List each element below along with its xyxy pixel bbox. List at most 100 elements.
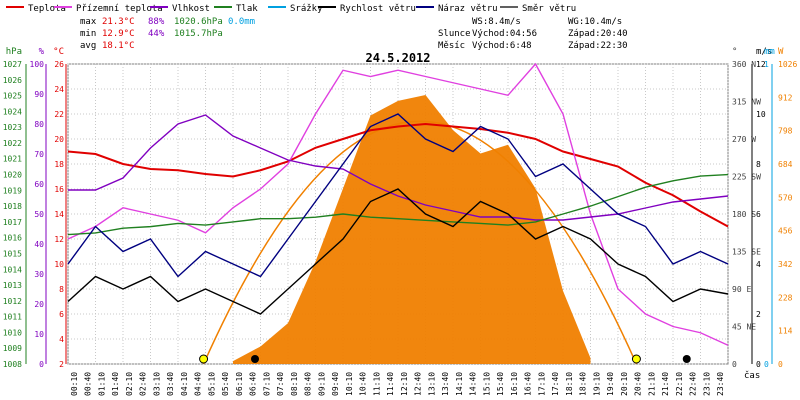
axis-hpa-tick: 1009 <box>3 344 22 353</box>
sun-curve <box>202 120 638 365</box>
stat-max-hum: 88% <box>148 17 165 27</box>
axis-hpa-tick: 1013 <box>3 281 22 290</box>
axis-watts-tick: 798 <box>778 127 793 136</box>
x-tick-label: 03:10 <box>152 372 161 396</box>
x-tick-label: 14:10 <box>455 372 464 396</box>
axis-celsius-tick: 22 <box>54 110 64 119</box>
legend-label: Náraz větru <box>438 4 498 14</box>
axis-celsius-label: °C <box>53 47 64 57</box>
x-tick-label: 18:40 <box>579 372 588 396</box>
x-tick-label: 14:40 <box>469 372 478 396</box>
x-tick-label: 00:40 <box>84 372 93 396</box>
legend-label: Vlhkost <box>172 4 210 14</box>
axis-watts-label: W <box>778 47 784 57</box>
axis-mm-label: mm <box>764 47 775 57</box>
axis-watts-tick: 912 <box>778 93 793 102</box>
x-tick-label: 07:40 <box>276 372 285 396</box>
series-wind-speed <box>67 188 729 315</box>
axis-ms-tick: 2 <box>756 310 761 319</box>
x-tick-label: 15:40 <box>496 372 505 396</box>
x-tick-label: 10:10 <box>345 372 354 396</box>
axis-hpa-tick: 1021 <box>3 155 22 164</box>
axis-hpa-tick: 1026 <box>3 76 22 85</box>
axis-celsius-tick: 24 <box>54 85 64 94</box>
axis-hpa-tick: 1010 <box>3 328 22 337</box>
axis-hpa-tick: 1016 <box>3 234 22 243</box>
axis-hpa-tick: 1025 <box>3 92 22 101</box>
axis-celsius-tick: 26 <box>54 60 64 69</box>
x-tick-label: 05:40 <box>221 372 230 396</box>
stat-min-temp: 12.9°C <box>102 29 135 39</box>
axis-hpa-tick: 1019 <box>3 186 22 195</box>
x-tick-label: 12:10 <box>400 372 409 396</box>
axis-hpa-tick: 1022 <box>3 139 22 148</box>
stat-max-label: max <box>80 17 97 27</box>
x-tick-label: 10:40 <box>359 372 368 396</box>
x-tick-label: 12:40 <box>414 372 423 396</box>
axis-hpa-tick: 1017 <box>3 218 22 227</box>
axis-watts-tick: 570 <box>778 193 793 202</box>
legend-label: Rychlost větru <box>340 4 416 14</box>
x-axis-label: čas <box>744 370 760 381</box>
axis-direction-tick: 90 E <box>732 285 751 294</box>
axis-hpa-tick: 1014 <box>3 265 22 274</box>
axis-direction-tick: 270 W <box>732 135 756 144</box>
stat-max-press: 1020.6hPa <box>174 17 223 27</box>
axis-celsius-tick: 10 <box>54 260 64 269</box>
x-tick-label: 08:10 <box>290 372 299 396</box>
stat-sunset: Západ:20:40 <box>568 29 628 39</box>
x-tick-label: 23:40 <box>716 372 725 396</box>
axis-percent-label: % <box>39 47 45 57</box>
x-tick-label: 02:40 <box>139 372 148 396</box>
axis-hpa-tick: 1024 <box>3 107 22 116</box>
stat-avg-label: avg <box>80 41 96 51</box>
x-tick-label: 06:10 <box>235 372 244 396</box>
axis-percent-tick: 100 <box>30 60 45 69</box>
sunrise-marker <box>199 354 209 364</box>
x-tick-label: 08:40 <box>304 372 313 396</box>
x-tick-label: 20:10 <box>620 372 629 396</box>
legend-label: Srážky <box>290 4 323 14</box>
axis-percent-tick: 10 <box>34 330 44 339</box>
x-tick-label: 00:10 <box>70 372 79 396</box>
axis-hpa-tick: 1015 <box>3 249 22 258</box>
x-tick-label: 11:40 <box>386 372 395 396</box>
stat-min-hum: 44% <box>148 29 165 39</box>
x-tick-label: 07:10 <box>262 372 271 396</box>
axis-ms-tick: 4 <box>756 260 761 269</box>
axis-celsius-tick: 12 <box>54 235 64 244</box>
axis-direction-tick: 45 NE <box>732 323 756 332</box>
stat-moonset: Západ:22:30 <box>568 41 628 51</box>
x-tick-label: 11:10 <box>372 372 381 396</box>
x-tick-label: 16:40 <box>524 372 533 396</box>
sunset-marker <box>631 354 641 364</box>
axis-direction-tick: 0 <box>732 360 737 369</box>
x-tick-label: 22:10 <box>675 372 684 396</box>
stat-moonrise: Východ:6:48 <box>472 41 532 51</box>
axis-direction-tick: 180 S <box>732 210 756 219</box>
series-pressure <box>67 173 729 236</box>
x-tick-label: 23:10 <box>702 372 711 396</box>
axis-watts-tick: 114 <box>778 327 793 336</box>
axis-hpa-tick: 1008 <box>3 360 22 369</box>
x-tick-label: 19:10 <box>592 372 601 396</box>
axis-watts-tick: 1026 <box>778 60 797 69</box>
axis-celsius-tick: 14 <box>54 210 64 219</box>
x-tick-label: 03:40 <box>166 372 175 396</box>
axis-direction-tick: 315 NW <box>732 98 761 107</box>
x-tick-label: 17:40 <box>551 372 560 396</box>
stat-ws: WS:8.4m/s <box>472 17 521 27</box>
axis-direction-tick: 135 SE <box>732 248 761 257</box>
x-tick-label: 04:10 <box>180 372 189 396</box>
x-tick-label: 09:10 <box>317 372 326 396</box>
axis-celsius-tick: 8 <box>59 285 64 294</box>
axis-watts-tick: 0 <box>778 360 783 369</box>
x-tick-label: 05:10 <box>207 372 216 396</box>
axis-hpa-tick: 1012 <box>3 297 22 306</box>
moonset-marker <box>682 355 691 363</box>
axis-percent-tick: 0 <box>39 360 44 369</box>
x-tick-label: 18:10 <box>565 372 574 396</box>
axis-hpa-tick: 1027 <box>3 60 22 69</box>
axis-percent-tick: 90 <box>34 90 44 99</box>
